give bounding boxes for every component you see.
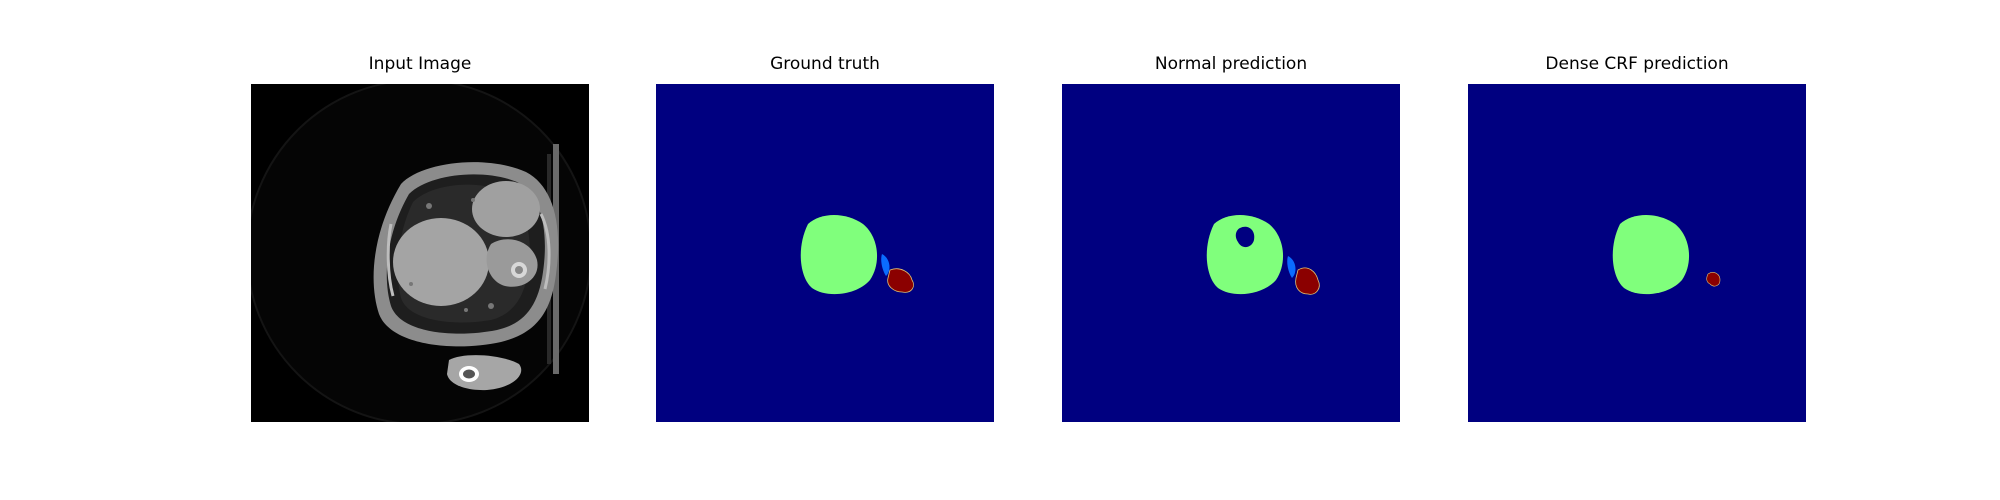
segmentation-mask	[1468, 84, 1806, 422]
segmentation-mask	[656, 84, 994, 422]
ct-image	[251, 84, 589, 422]
panel-title: Normal prediction	[1154, 54, 1308, 74]
panel-title: Input Image	[368, 54, 472, 74]
segmentation-mask	[1062, 84, 1400, 422]
panel-title: Ground truth	[770, 54, 880, 74]
panel-title: Dense CRF prediction	[1545, 54, 1729, 74]
